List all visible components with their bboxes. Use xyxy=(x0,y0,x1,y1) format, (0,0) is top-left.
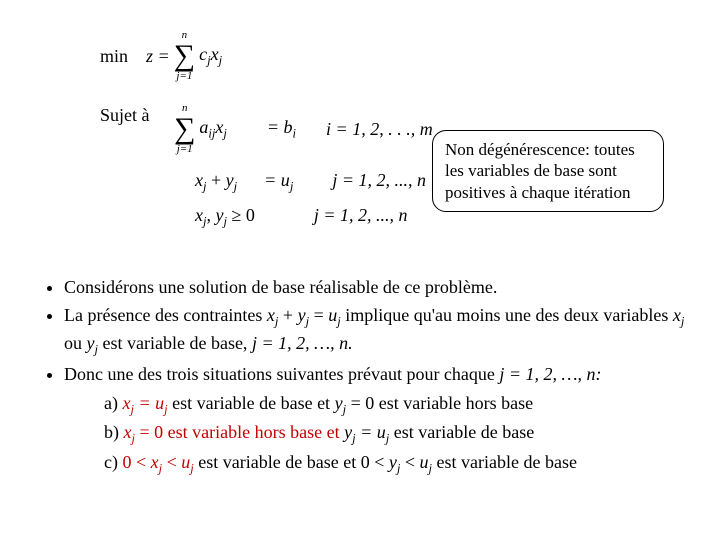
math-objective: min z = n ∑ j=1 cjxj xyxy=(100,30,222,82)
math-constraint-3: xj, yj ≥ 0 j = 1, 2, ..., n xyxy=(195,205,408,230)
sum-icon: n ∑ j=1 xyxy=(174,103,195,155)
callout-text: Non dégénérescence: toutes les variables… xyxy=(445,140,635,202)
subject-to-label: Sujet à xyxy=(100,105,150,126)
callout-non-degenerescence: Non dégénérescence: toutes les variables… xyxy=(432,130,664,212)
bullet-section: Considérons une solution de base réalisa… xyxy=(40,275,690,482)
bullet-1: Considérons une solution de base réalisa… xyxy=(64,275,690,299)
case-c: c) 0 < xj < uj est variable de base et 0… xyxy=(104,450,690,478)
case-b: b) xj = 0 est variable hors base et yj =… xyxy=(104,420,690,448)
math-constraint-1: n ∑ j=1 aijxj = bi i = 1, 2, . . ., m xyxy=(170,95,433,155)
case-a: a) xj = uj est variable de base et yj = … xyxy=(104,391,690,419)
sub-list: a) xj = uj est variable de base et yj = … xyxy=(104,391,690,478)
bullet-3: Donc une des trois situations suivantes … xyxy=(64,362,690,477)
min-label: min xyxy=(100,46,128,67)
math-constraint-2: xj + yj = uj j = 1, 2, ..., n xyxy=(195,170,426,195)
bullet-2: La présence des contraintes xj + yj = uj… xyxy=(64,303,690,358)
sum-icon: n ∑ j=1 xyxy=(174,30,195,82)
z-eq: z = xyxy=(146,46,170,67)
